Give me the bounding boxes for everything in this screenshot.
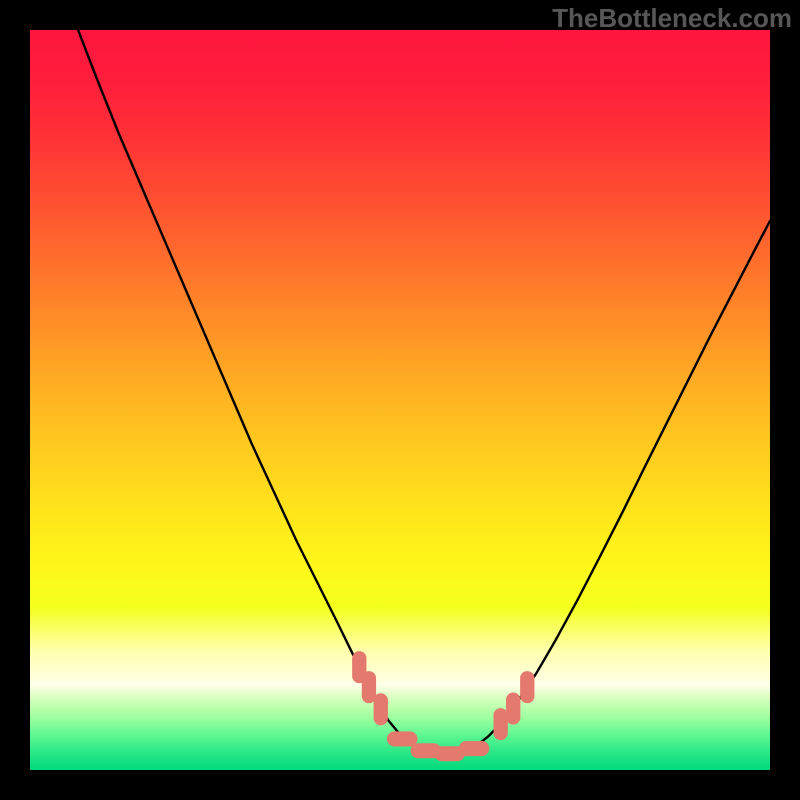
marker-0-2 [374, 694, 387, 725]
plot-area [30, 30, 770, 770]
marker-0-1 [362, 672, 375, 703]
plot-svg [30, 30, 770, 770]
marker-1-0 [387, 732, 417, 746]
marker-0-4 [507, 693, 520, 724]
watermark-text: TheBottleneck.com [552, 3, 792, 34]
marker-1-3 [459, 742, 489, 756]
gradient-background [30, 30, 770, 770]
marker-0-5 [521, 672, 534, 703]
marker-0-3 [494, 709, 507, 740]
